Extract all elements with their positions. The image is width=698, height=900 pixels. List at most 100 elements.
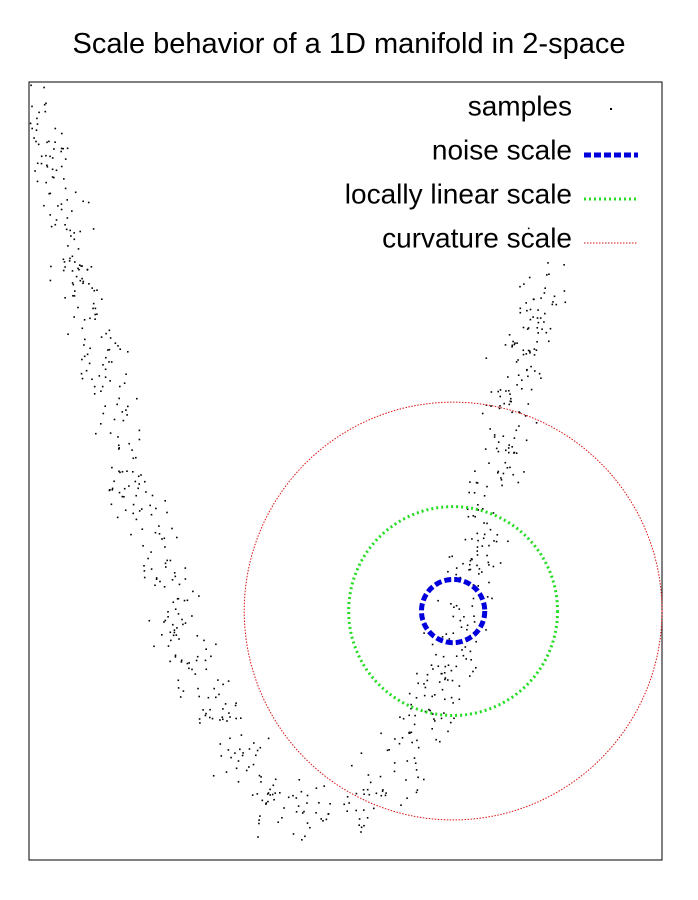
sample-point (512, 340, 514, 343)
sample-point (497, 390, 499, 393)
sample-point (281, 817, 283, 819)
sample-point (259, 746, 262, 749)
sample-point (64, 266, 66, 268)
sample-point (513, 343, 516, 346)
sample-point (108, 361, 110, 363)
sample-point (533, 354, 536, 356)
sample-point (148, 619, 151, 622)
sample-point (493, 540, 495, 542)
sample-point (207, 696, 210, 699)
sample-point (64, 224, 66, 226)
sample-point (458, 608, 461, 610)
sample-point (51, 176, 54, 178)
sample-point (118, 448, 120, 450)
sample-point (220, 755, 223, 757)
sample-point (68, 260, 71, 262)
sample-point (245, 769, 248, 772)
sample-point (410, 703, 412, 706)
sample-point (93, 393, 96, 395)
sample-point (440, 717, 443, 720)
sample-point (84, 338, 86, 341)
sample-point (204, 714, 207, 717)
legend-label: samples (468, 90, 572, 121)
sample-point (523, 471, 525, 473)
sample-point (266, 793, 269, 795)
sample-point (416, 789, 419, 791)
sample-point (171, 579, 174, 581)
sample-point (529, 352, 531, 354)
sample-point (219, 719, 221, 721)
sample-point (132, 503, 135, 506)
sample-point (161, 634, 163, 636)
sample-point (453, 717, 455, 720)
sample-point (318, 802, 320, 804)
sample-point (511, 411, 513, 414)
sample-point (222, 683, 224, 686)
sample-point (315, 787, 318, 789)
sample-point (186, 662, 189, 665)
sample-point (132, 512, 134, 515)
legend: samples noise scale locally linear scale cu… (345, 90, 638, 253)
sample-point (500, 479, 503, 481)
sample-point (177, 687, 180, 689)
legend-label: noise scale (432, 134, 572, 165)
sample-point (30, 84, 32, 87)
sample-point (518, 425, 520, 427)
sample-point (384, 794, 387, 797)
sample-point (440, 672, 443, 675)
sample-point (215, 643, 217, 646)
sample-point (563, 290, 566, 292)
sample-point (528, 276, 531, 279)
legend-marker-samples (610, 108, 612, 110)
sample-point (177, 613, 180, 615)
sample-point (57, 205, 59, 207)
sample-point (100, 423, 102, 425)
sample-point (169, 559, 172, 562)
sample-point (508, 444, 510, 446)
sample-point (322, 820, 324, 822)
sample-point (79, 230, 81, 233)
sample-point (470, 659, 472, 661)
sample-point (71, 255, 74, 258)
sample-point (428, 708, 430, 711)
sample-point (486, 522, 488, 525)
sample-point (86, 268, 89, 271)
sample-point (292, 833, 295, 835)
sample-point (98, 375, 101, 377)
sample-point (379, 775, 382, 778)
sample-point (173, 572, 176, 574)
sample-point (273, 798, 275, 801)
sample-point (508, 403, 511, 406)
sample-point (298, 779, 301, 781)
sample-point (258, 819, 260, 821)
sample-point (158, 533, 161, 535)
sample-point (451, 555, 453, 558)
sample-point (469, 481, 471, 483)
sample-point (155, 577, 158, 579)
sample-point (469, 568, 472, 571)
sample-point (117, 436, 119, 438)
sample-point (173, 629, 176, 631)
sample-point (458, 685, 461, 687)
sample-point (170, 639, 172, 642)
plot-frame (28, 81, 663, 861)
sample-point (258, 822, 260, 825)
sample-point (31, 105, 33, 108)
sample-point (95, 432, 97, 435)
sample-point (119, 471, 121, 474)
sample-point (36, 180, 39, 183)
sample-point (495, 447, 498, 450)
sample-point (536, 327, 539, 329)
sample-point (130, 533, 132, 536)
sample-point (209, 708, 211, 711)
sample-point (122, 419, 125, 422)
sample-point (468, 569, 470, 571)
sample-point (94, 313, 96, 316)
sample-point (548, 273, 550, 275)
sample-point (543, 321, 545, 323)
sample-point (79, 279, 82, 282)
sample-point (104, 405, 106, 407)
sample-point (563, 264, 565, 266)
sample-point (111, 466, 113, 469)
